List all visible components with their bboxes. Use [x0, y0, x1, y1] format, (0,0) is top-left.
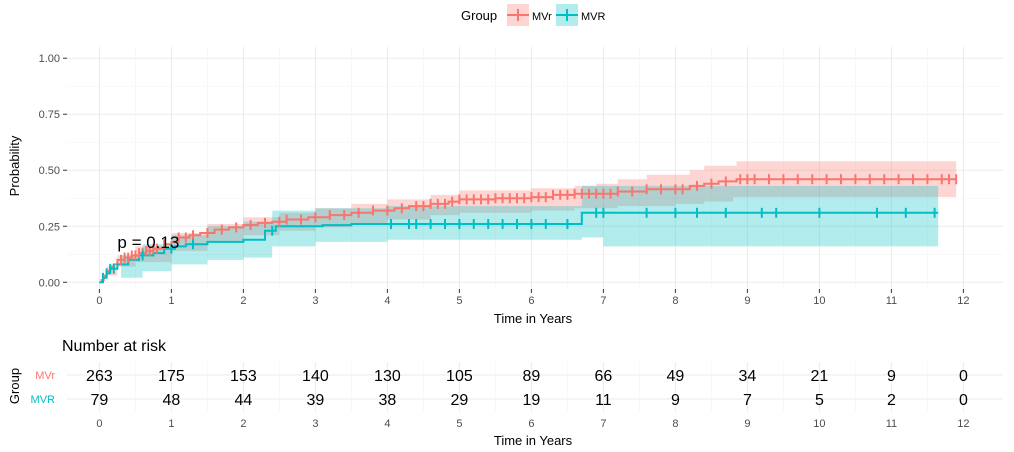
y-tick-label: 0.75	[39, 109, 60, 121]
risk-cell-mvr-small: 49	[667, 368, 685, 385]
y-tick-label: 1.00	[39, 53, 60, 65]
x-tick-label: 0	[96, 295, 102, 307]
risk-cell-mvr-large: 79	[91, 392, 109, 409]
x-tick-label: 8	[672, 295, 678, 307]
x-tick-label: 7	[600, 295, 606, 307]
risk-cell-mvr-small: 89	[523, 368, 541, 385]
risk-cell-mvr-small: 175	[158, 368, 185, 385]
risk-cell-mvr-small: 34	[739, 368, 757, 385]
y-tick-label: 0.00	[39, 277, 60, 289]
risk-table: Number at risk 263 175 153 140 130 105 89 66 49 3…	[7, 338, 1003, 448]
risk-x-tick-label: 10	[813, 418, 825, 430]
x-tick-label: 4	[384, 295, 390, 307]
risk-x-tick-label: 12	[957, 418, 969, 430]
risk-x-tick-label: 4	[384, 418, 390, 430]
risk-cell-mvr-small: 263	[86, 368, 113, 385]
risk-cell-mvr-large: 7	[743, 392, 752, 409]
risk-cell-mvr-small: 9	[887, 368, 896, 385]
legend-title: Group	[461, 8, 497, 23]
censor-marks	[102, 174, 958, 283]
plot-panel	[67, 47, 1003, 289]
x-tick-label: 12	[957, 295, 969, 307]
risk-table-x-label: Time in Years	[494, 433, 573, 448]
y-tick-label: 0.25	[39, 221, 60, 233]
risk-cell-mvr-large: 48	[163, 392, 181, 409]
risk-cell-mvr-small: 21	[811, 368, 829, 385]
risk-row-label-mvr-small: MVr	[35, 370, 55, 382]
risk-cell-mvr-small: 66	[595, 368, 613, 385]
risk-x-tick-label: 5	[456, 418, 462, 430]
main-plot: 0 1 2 3 4 5 6 7 8 9 10 11 12 0.000.250.500.751.00 p …	[7, 47, 1003, 326]
risk-x-tick-label: 1	[168, 418, 174, 430]
risk-table-title: Number at risk	[62, 338, 167, 355]
risk-cell-mvr-large: 2	[887, 392, 896, 409]
risk-cell-mvr-large: 44	[235, 392, 253, 409]
risk-x-tick-label: 3	[312, 418, 318, 430]
risk-table-panel	[67, 362, 1003, 412]
legend-label-mvr-small: MVr	[532, 11, 552, 23]
x-tick-label: 10	[813, 295, 825, 307]
y-axis-ticks: 0.00 0.25 0.50 0.75 1.00	[39, 53, 67, 289]
risk-cell-mvr-large: 11	[595, 392, 612, 409]
x-axis-label: Time in Years	[494, 311, 573, 326]
risk-cell-mvr-large: 5	[815, 392, 824, 409]
risk-cell-mvr-large: 38	[379, 392, 397, 409]
risk-x-tick-label: 2	[240, 418, 246, 430]
y-tick-label: 0.50	[39, 165, 60, 177]
x-tick-label: 2	[240, 295, 246, 307]
risk-x-tick-label: 0	[96, 418, 102, 430]
confidence-bands	[99, 161, 957, 283]
risk-x-tick-label: 6	[528, 418, 534, 430]
risk-cell-mvr-small: 140	[302, 368, 329, 385]
legend: Group MVr MVR	[461, 4, 606, 26]
risk-cell-mvr-small: 105	[446, 368, 473, 385]
risk-table-x-ticks: 0 1 2 3 4 5 6 7 8 9 10 11 12	[96, 418, 969, 430]
x-axis-ticks: 0 1 2 3 4 5 6 7 8 9 10 11 12	[96, 289, 970, 307]
y-axis-label: Probability	[7, 135, 22, 196]
x-tick-label: 3	[312, 295, 318, 307]
risk-cell-mvr-large: 29	[451, 392, 469, 409]
legend-label-mvr-large: MVR	[581, 11, 606, 23]
grid	[67, 47, 1003, 289]
risk-cell-mvr-large: 39	[307, 392, 325, 409]
risk-x-tick-label: 11	[886, 418, 897, 430]
risk-x-tick-label: 7	[600, 418, 606, 430]
x-tick-label: 1	[168, 295, 174, 307]
risk-x-tick-label: 8	[672, 418, 678, 430]
confidence-band-mvr-large	[99, 185, 939, 283]
risk-cell-mvr-large: 0	[959, 392, 968, 409]
risk-cell-mvr-small: 0	[959, 368, 968, 385]
x-tick-label: 5	[456, 295, 462, 307]
x-tick-label: 6	[528, 295, 534, 307]
risk-table-grid	[67, 362, 1003, 412]
risk-row-label-mvr-large: MVR	[31, 394, 56, 406]
risk-cell-mvr-large: 19	[523, 392, 541, 409]
risk-x-tick-label: 9	[744, 418, 750, 430]
p-value-annotation: p = 0.13	[117, 233, 179, 252]
risk-cell-mvr-small: 153	[230, 368, 257, 385]
risk-table-y-label: Group	[7, 368, 22, 404]
confidence-band-mvr-small	[99, 161, 957, 283]
x-tick-label: 9	[744, 295, 750, 307]
x-tick-label: 11	[886, 295, 897, 307]
risk-cell-mvr-large: 9	[671, 392, 680, 409]
risk-cell-mvr-small: 130	[374, 368, 401, 385]
risk-table-cells: 263 175 153 140 130 105 89 66 49 34 21 9 079 48 44 39 38…	[86, 368, 968, 409]
